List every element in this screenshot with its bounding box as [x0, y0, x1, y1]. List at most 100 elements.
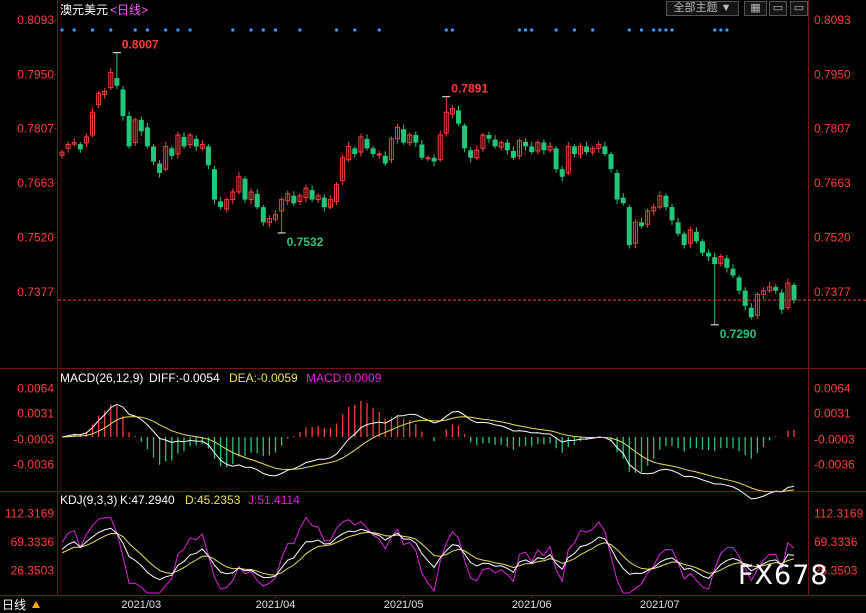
event-marker	[298, 28, 302, 32]
candle-body	[285, 193, 291, 202]
event-marker	[60, 28, 64, 32]
dea-line	[61, 416, 795, 493]
j-line	[61, 516, 795, 594]
candle-body	[584, 146, 590, 153]
candle-body	[571, 146, 577, 154]
candle-body	[730, 268, 736, 276]
candle-body	[486, 135, 492, 139]
event-marker	[627, 28, 631, 32]
layout-button-2[interactable]: ▭	[790, 1, 808, 16]
candle-body	[83, 136, 89, 144]
theme-select[interactable]: 全部主题 ▼	[666, 1, 739, 16]
candle-body	[687, 229, 693, 244]
candle-body	[419, 144, 425, 158]
triangle-up-icon[interactable]	[32, 601, 40, 608]
event-marker	[664, 28, 668, 32]
candle-body	[144, 127, 150, 147]
candle-body	[498, 142, 504, 148]
candle-body	[138, 119, 144, 132]
event-marker	[72, 28, 76, 32]
candle-body	[712, 257, 718, 265]
macd-tick-label-left: -0.0036	[13, 457, 54, 471]
kdj-tick-label-left: 112.3169	[5, 506, 54, 520]
event-marker	[145, 28, 149, 32]
kdj-tick-label-left: 69.3336	[11, 535, 55, 549]
candle-body	[193, 138, 199, 147]
candle-body	[358, 136, 364, 153]
price-tick-label-left: 0.7807	[17, 122, 54, 136]
candle-body	[334, 183, 339, 202]
theme-select-label: 全部主题	[673, 2, 718, 14]
candle-body	[693, 231, 699, 242]
window-icon: ▭	[772, 2, 784, 14]
period-label[interactable]: <日线>	[110, 3, 148, 17]
candle-body	[590, 147, 596, 153]
event-marker	[176, 28, 180, 32]
event-marker	[719, 28, 723, 32]
macd-tick-label-right: 0.0031	[814, 407, 851, 421]
candle-body	[553, 148, 559, 170]
candle-body	[773, 286, 779, 291]
candle-body	[236, 176, 242, 193]
candle-body	[547, 145, 553, 151]
candle-body	[309, 190, 315, 200]
candle-body	[456, 110, 461, 124]
kdj-title: KDJ(9,3,3)	[60, 493, 117, 507]
candle-body	[157, 163, 163, 173]
candle-body	[614, 172, 620, 200]
candle-body	[510, 150, 516, 158]
triangle-down-icon: ▼	[720, 2, 732, 14]
d-line	[61, 531, 795, 576]
k-value: K:47.2940	[120, 493, 175, 507]
candle-body	[669, 207, 675, 221]
candle-body	[779, 292, 785, 310]
event-marker	[444, 28, 448, 32]
price-tick-label-left: 0.7663	[17, 176, 54, 190]
candle-body	[181, 136, 187, 147]
candle-body	[742, 290, 748, 306]
layout-button-1[interactable]: ▭	[769, 1, 787, 16]
candle-body	[370, 148, 376, 154]
event-marker	[517, 28, 522, 32]
j-value: J:51.4114	[248, 493, 300, 507]
candle-body	[303, 187, 309, 199]
event-marker	[554, 28, 558, 32]
candle-body	[504, 142, 510, 151]
candle-body	[517, 140, 522, 157]
bottom-tab-daily[interactable]: 日线	[2, 598, 26, 612]
kdj-tick-label-right: 69.3336	[814, 535, 858, 549]
candle-body	[126, 116, 132, 147]
candle-body	[254, 193, 260, 208]
x-tick-label: 2021/05	[384, 599, 424, 611]
event-marker	[670, 28, 674, 32]
candle-body	[754, 293, 760, 316]
candle-body	[273, 214, 278, 220]
candle-body	[71, 142, 77, 145]
event-marker	[658, 28, 662, 32]
grid-button[interactable]: ▦	[744, 1, 767, 16]
candle-body	[663, 195, 669, 208]
candle-body	[96, 92, 102, 106]
event-marker	[273, 28, 278, 32]
candle-body	[449, 107, 455, 115]
candle-body	[65, 144, 71, 149]
candle-body	[327, 199, 333, 208]
macd-tick-label-right: -0.0036	[814, 457, 855, 471]
candle-body	[218, 201, 224, 208]
candle-body	[199, 144, 205, 149]
price-tick-label-right: 0.7950	[814, 67, 851, 81]
candle-body	[626, 207, 632, 246]
candle-body	[169, 148, 175, 156]
candle-body	[608, 153, 614, 170]
candle-body	[675, 222, 681, 234]
candle-body	[724, 258, 730, 268]
candle-body	[297, 195, 303, 202]
price-tick-label-right: 0.7377	[814, 285, 851, 299]
candle-body	[462, 125, 468, 149]
candle-body	[205, 146, 211, 166]
candle-body	[315, 195, 321, 201]
candle-body	[443, 111, 449, 134]
candle-body	[468, 150, 474, 158]
event-marker	[530, 28, 534, 32]
macd-title: MACD(26,12,9)	[60, 371, 143, 385]
